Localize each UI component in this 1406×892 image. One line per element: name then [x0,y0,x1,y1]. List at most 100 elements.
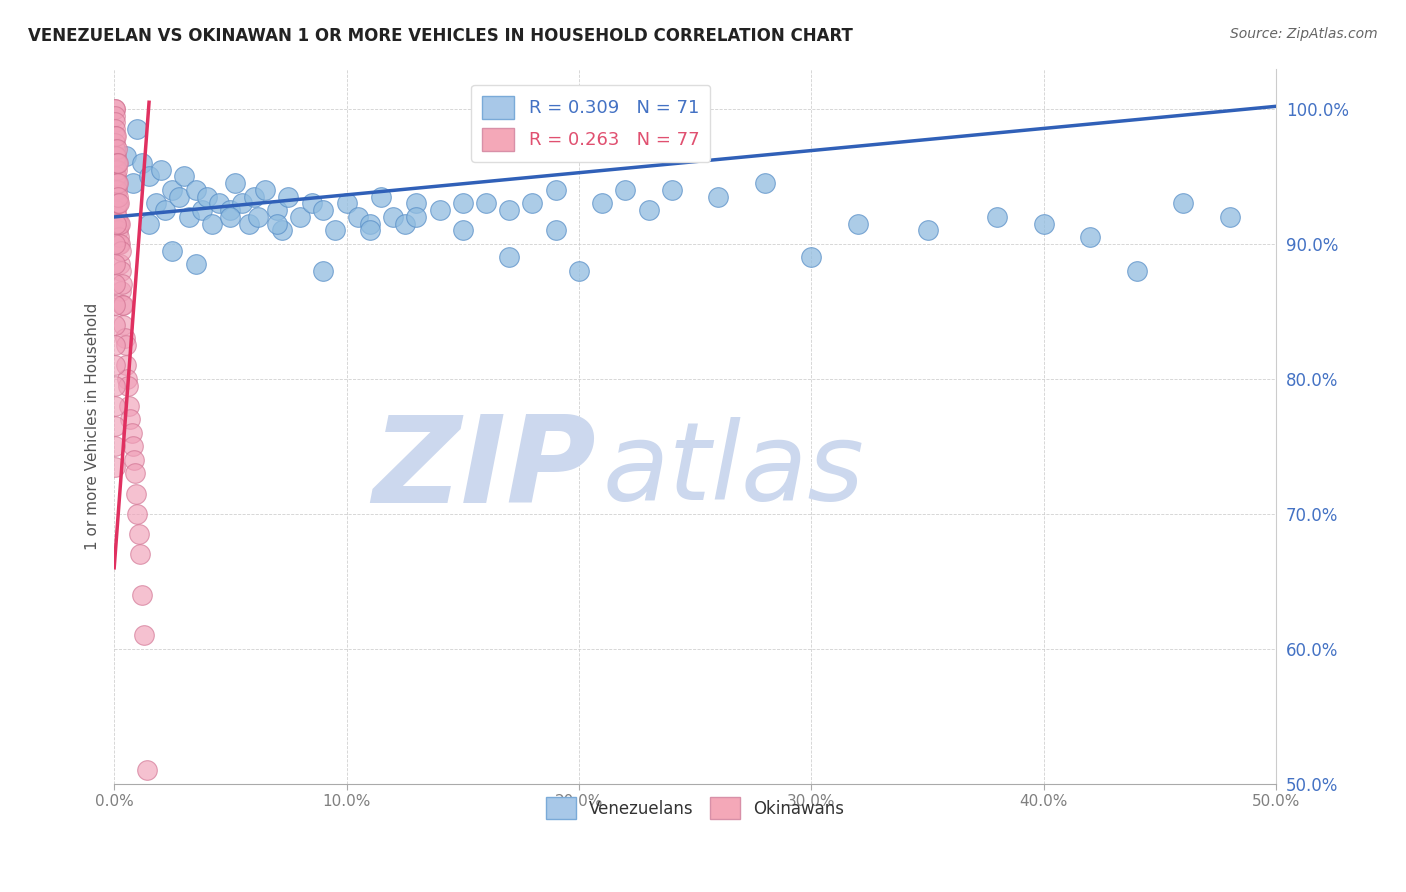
Point [219,210,242,224]
Point [134,628,156,642]
Point [104,257,127,271]
Point [112,298,135,312]
Point [121,439,143,453]
Point [359,223,381,237]
Point [224,176,246,190]
Point [208,196,231,211]
Text: VENEZUELAN VS OKINAWAN 1 OR MORE VEHICLES IN HOUSEHOLD CORRELATION CHART: VENEZUELAN VS OKINAWAN 1 OR MORE VEHICLE… [28,27,853,45]
Point [1219,210,1241,224]
Point [359,217,381,231]
Point [107,176,129,190]
Point [128,547,150,561]
Point [149,162,172,177]
Point [105,169,128,184]
Point [201,217,224,231]
Point [110,244,132,258]
Point [104,136,127,150]
Point [475,196,498,211]
Point [184,183,207,197]
Point [155,203,177,218]
Point [707,190,730,204]
Point [451,223,474,237]
Point [266,217,288,231]
Point [121,176,143,190]
Point [184,257,207,271]
Point [105,217,128,231]
Point [917,223,939,237]
Point [105,183,128,197]
Point [104,183,127,197]
Point [111,298,134,312]
Point [254,183,277,197]
Point [104,169,127,184]
Point [138,217,160,231]
Point [1171,196,1194,211]
Point [105,149,128,163]
Point [242,190,264,204]
Point [1078,230,1101,244]
Point [114,149,136,163]
Point [195,190,218,204]
Point [219,203,242,218]
Point [118,399,141,413]
Point [127,122,149,136]
Point [105,210,128,224]
Point [301,196,323,211]
Point [120,412,142,426]
Point [162,183,184,197]
Legend: Venezuelans, Okinawans: Venezuelans, Okinawans [538,790,851,825]
Point [104,359,127,373]
Point [394,217,416,231]
Point [312,264,335,278]
Point [105,196,128,211]
Point [108,217,131,231]
Point [288,210,311,224]
Point [162,244,184,258]
Point [107,190,129,204]
Point [335,196,357,211]
Point [104,378,127,392]
Point [498,203,520,218]
Point [104,318,127,332]
Point [114,331,136,345]
Point [167,190,190,204]
Point [173,169,195,184]
Point [247,210,270,224]
Text: atlas: atlas [602,417,865,522]
Point [498,251,520,265]
Point [104,115,127,129]
Point [108,236,131,251]
Point [114,338,136,352]
Point [382,210,405,224]
Point [107,217,129,231]
Point [105,162,128,177]
Point [105,190,128,204]
Point [110,264,132,278]
Point [238,217,260,231]
Point [104,399,127,413]
Point [108,196,131,211]
Point [568,264,591,278]
Point [754,176,776,190]
Point [270,223,292,237]
Point [986,210,1008,224]
Point [347,210,370,224]
Point [128,527,150,541]
Point [104,459,127,474]
Point [107,156,129,170]
Point [614,183,637,197]
Point [112,318,135,332]
Point [1032,217,1054,231]
Point [451,196,474,211]
Point [846,217,869,231]
Point [544,183,567,197]
Point [135,763,157,777]
Point [104,109,127,123]
Point [231,196,253,211]
Point [105,143,128,157]
Text: Source: ZipAtlas.com: Source: ZipAtlas.com [1230,27,1378,41]
Point [107,223,129,237]
Point [105,128,128,143]
Point [661,183,683,197]
Point [104,102,127,116]
